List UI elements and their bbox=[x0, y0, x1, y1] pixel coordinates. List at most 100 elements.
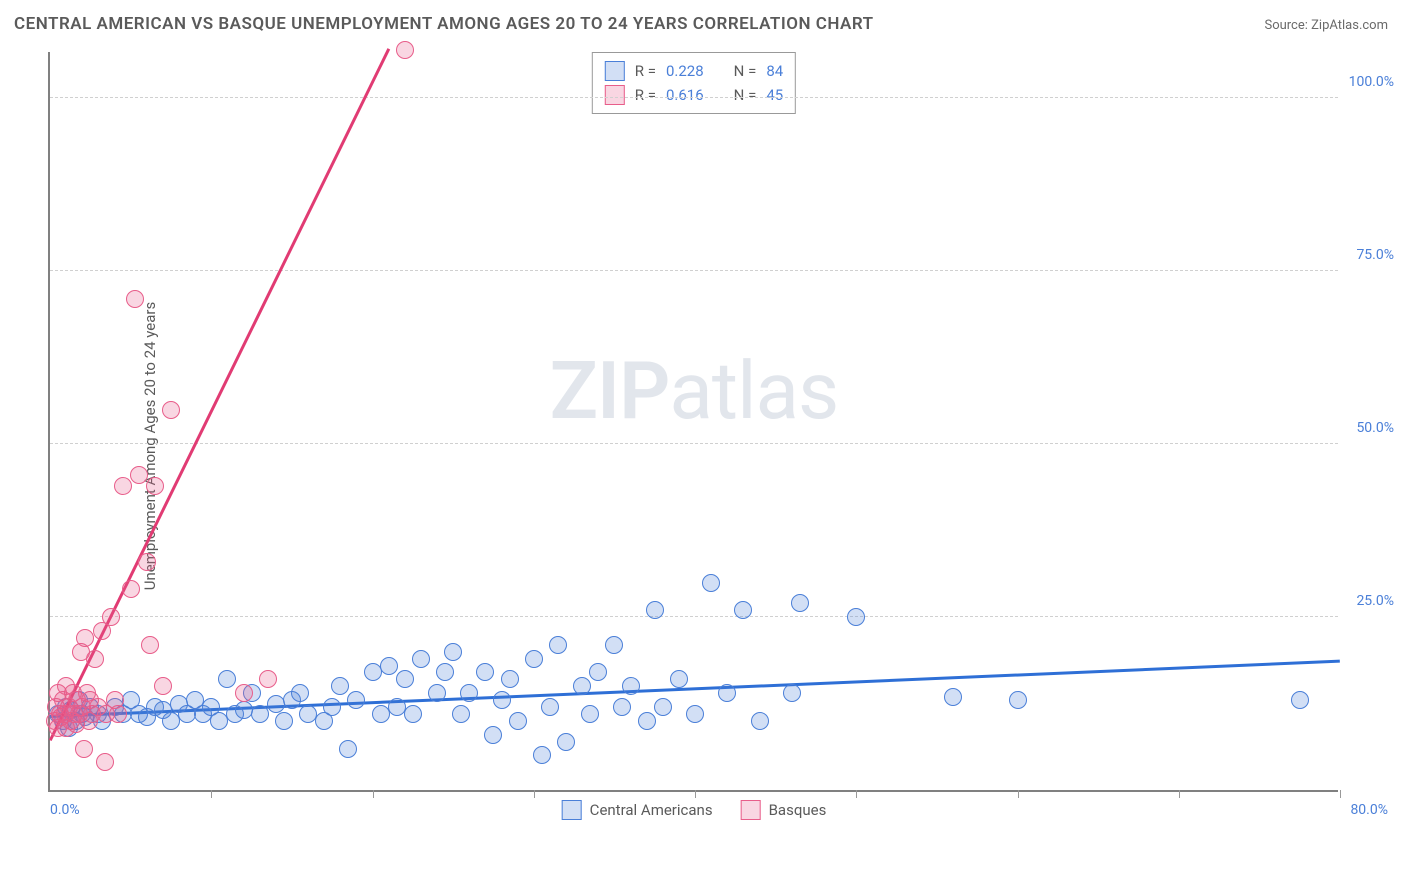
data-point bbox=[452, 705, 470, 723]
data-point bbox=[347, 691, 365, 709]
data-point bbox=[146, 477, 164, 495]
data-point bbox=[75, 740, 93, 758]
y-tick-label: 75.0% bbox=[1356, 247, 1394, 263]
data-point bbox=[380, 657, 398, 675]
x-tick bbox=[534, 790, 535, 798]
r-value-central-americans: 0.228 bbox=[666, 62, 704, 80]
legend-row-basques: R = 0.616 N = 45 bbox=[605, 83, 783, 107]
data-point bbox=[476, 663, 494, 681]
data-point bbox=[686, 705, 704, 723]
correlation-legend: R = 0.228 N = 84 R = 0.616 N = 45 bbox=[592, 52, 796, 114]
data-point bbox=[275, 712, 293, 730]
data-point bbox=[646, 601, 664, 619]
data-point bbox=[154, 677, 172, 695]
data-point bbox=[493, 691, 511, 709]
data-point bbox=[734, 601, 752, 619]
data-point bbox=[218, 670, 236, 688]
plot-region: ZIPatlas R = 0.228 N = 84 R = 0.616 N = … bbox=[48, 52, 1338, 792]
data-point bbox=[86, 650, 104, 668]
data-point bbox=[162, 401, 180, 419]
r-label: R = bbox=[635, 62, 656, 80]
data-point bbox=[235, 684, 253, 702]
series-name-central-americans: Central Americans bbox=[590, 801, 713, 819]
data-point bbox=[484, 726, 502, 744]
data-point bbox=[235, 701, 253, 719]
data-point bbox=[791, 594, 809, 612]
swatch-central-americans bbox=[605, 61, 625, 81]
data-point bbox=[783, 684, 801, 702]
data-point bbox=[702, 574, 720, 592]
y-tick-label: 25.0% bbox=[1356, 593, 1394, 609]
data-point bbox=[339, 740, 357, 758]
legend-item-central-americans: Central Americans bbox=[562, 800, 713, 820]
data-point bbox=[122, 580, 140, 598]
data-point bbox=[557, 733, 575, 751]
data-point bbox=[396, 41, 414, 59]
x-tick bbox=[1018, 790, 1019, 798]
data-point bbox=[605, 636, 623, 654]
data-point bbox=[509, 712, 527, 730]
data-point bbox=[847, 608, 865, 626]
data-point bbox=[751, 712, 769, 730]
data-point bbox=[331, 677, 349, 695]
gridline bbox=[50, 616, 1338, 617]
x-tick bbox=[856, 790, 857, 798]
x-tick bbox=[1179, 790, 1180, 798]
r-value-basques: 0.616 bbox=[666, 86, 704, 104]
data-point bbox=[412, 650, 430, 668]
swatch-basques bbox=[741, 800, 761, 820]
data-point bbox=[396, 670, 414, 688]
data-point bbox=[541, 698, 559, 716]
legend-row-central-americans: R = 0.228 N = 84 bbox=[605, 59, 783, 83]
data-point bbox=[141, 636, 159, 654]
data-point bbox=[130, 466, 148, 484]
data-point bbox=[501, 670, 519, 688]
data-point bbox=[549, 636, 567, 654]
data-point bbox=[126, 290, 144, 308]
n-label: N = bbox=[734, 86, 757, 104]
gridline bbox=[50, 443, 1338, 444]
chart-area: ZIPatlas R = 0.228 N = 84 R = 0.616 N = … bbox=[48, 52, 1388, 832]
data-point bbox=[1291, 691, 1309, 709]
x-tick bbox=[695, 790, 696, 798]
legend-item-basques: Basques bbox=[741, 800, 827, 820]
data-point bbox=[670, 670, 688, 688]
data-point bbox=[102, 608, 120, 626]
data-point bbox=[267, 695, 285, 713]
data-point bbox=[1009, 691, 1027, 709]
data-point bbox=[114, 477, 132, 495]
data-point bbox=[428, 684, 446, 702]
data-point bbox=[259, 670, 277, 688]
data-point bbox=[525, 650, 543, 668]
x-axis-max-label: 80.0% bbox=[1350, 802, 1388, 818]
data-point bbox=[654, 698, 672, 716]
data-point bbox=[323, 698, 341, 716]
data-point bbox=[404, 705, 422, 723]
x-tick bbox=[1340, 790, 1341, 798]
n-value-central-americans: 84 bbox=[766, 62, 783, 80]
series-name-basques: Basques bbox=[769, 801, 827, 819]
data-point bbox=[436, 663, 454, 681]
r-label: R = bbox=[635, 86, 656, 104]
data-point bbox=[613, 698, 631, 716]
data-point bbox=[589, 663, 607, 681]
y-tick-label: 50.0% bbox=[1356, 420, 1394, 436]
data-point bbox=[581, 705, 599, 723]
data-point bbox=[944, 688, 962, 706]
x-tick bbox=[211, 790, 212, 798]
data-point bbox=[573, 677, 591, 695]
data-point bbox=[291, 684, 309, 702]
chart-title: CENTRAL AMERICAN VS BASQUE UNEMPLOYMENT … bbox=[14, 14, 874, 34]
data-point bbox=[533, 746, 551, 764]
data-point bbox=[444, 643, 462, 661]
data-point bbox=[622, 677, 640, 695]
data-point bbox=[138, 553, 156, 571]
n-value-basques: 45 bbox=[766, 86, 783, 104]
source-attribution: Source: ZipAtlas.com bbox=[1264, 18, 1388, 33]
n-label: N = bbox=[734, 62, 757, 80]
data-point bbox=[251, 705, 269, 723]
swatch-central-americans bbox=[562, 800, 582, 820]
x-axis-min-label: 0.0% bbox=[50, 802, 80, 818]
watermark: ZIPatlas bbox=[550, 344, 839, 438]
data-point bbox=[460, 684, 478, 702]
